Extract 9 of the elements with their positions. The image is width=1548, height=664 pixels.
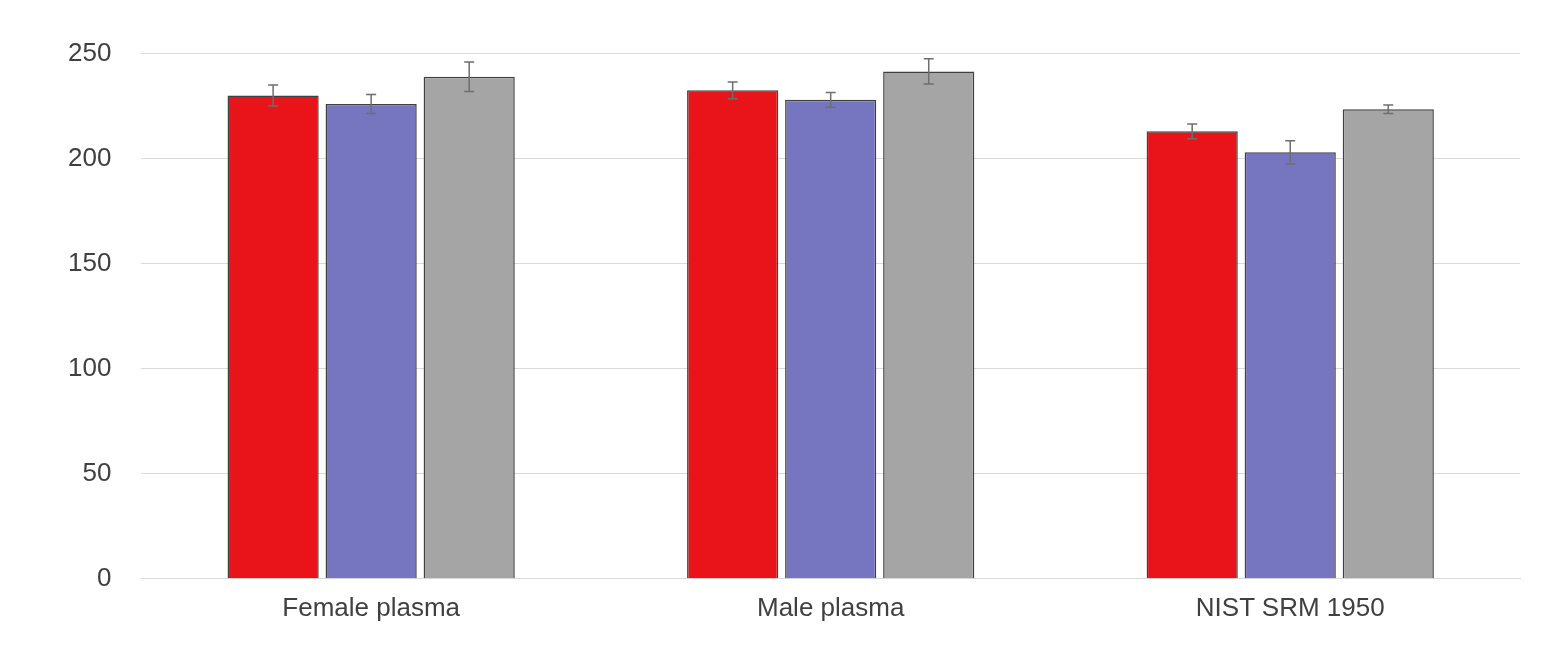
y-tick-label: 150 [67,246,112,277]
x-tick-label: Female plasma [282,591,461,622]
y-tick-label: 0 [96,561,112,592]
y-tick-label: 100 [67,351,112,382]
y-tick-label: 50 [82,456,112,487]
x-tick-label: NIST SRM 1950 [1195,591,1385,622]
x-tick-label: Male plasma [756,591,905,622]
y-tick-label: 250 [67,36,112,67]
y-tick-label: 200 [67,141,112,172]
